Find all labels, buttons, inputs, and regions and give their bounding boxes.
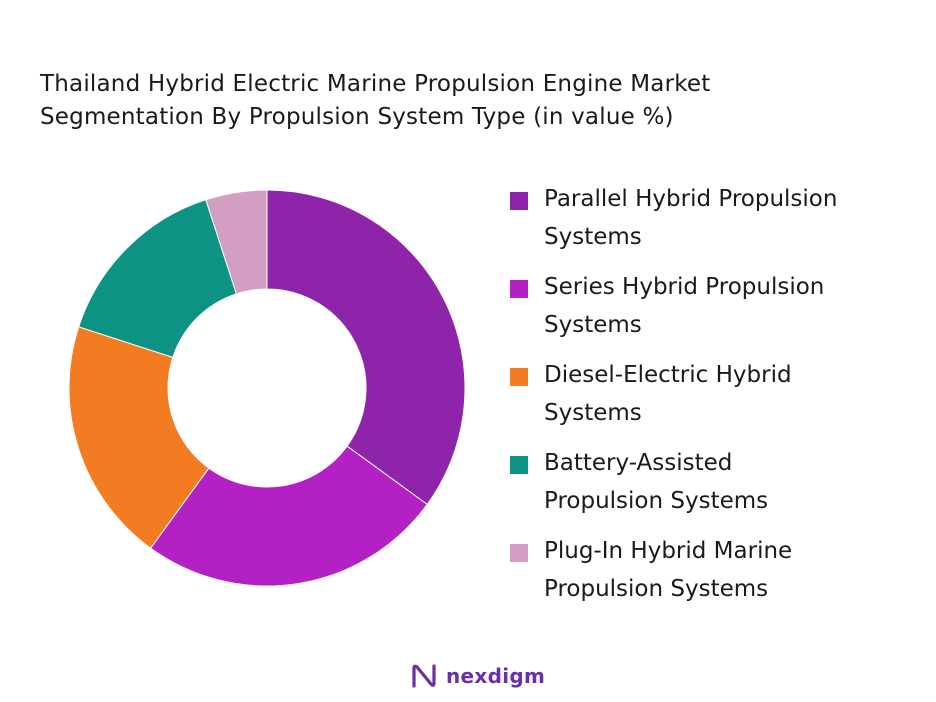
legend-label-line-2: Systems xyxy=(544,312,642,338)
legend-label-line-2: Propulsion Systems xyxy=(544,576,769,602)
legend-swatch xyxy=(510,456,528,474)
legend-item-plug-in-hybrid: Plug-In Hybrid Marine Propulsion Systems xyxy=(510,532,920,620)
legend-label-line-1: Battery-Assisted xyxy=(544,450,733,476)
donut-slice-2 xyxy=(149,445,428,587)
donut-slice-1 xyxy=(266,189,466,506)
donut-slice-5 xyxy=(205,189,268,295)
chart-title-line-2: Segmentation By Propulsion System Type (… xyxy=(40,104,674,130)
legend-swatch xyxy=(510,192,528,210)
donut-slice-3 xyxy=(68,326,210,549)
legend-label-line-1: Diesel-Electric Hybrid xyxy=(544,362,792,388)
legend-label: Diesel-Electric Hybrid Systems xyxy=(544,356,914,432)
legend-label-line-1: Parallel Hybrid Propulsion xyxy=(544,186,838,212)
legend-label-line-2: Systems xyxy=(544,224,642,250)
legend-label: Parallel Hybrid Propulsion Systems xyxy=(544,180,914,256)
legend-label-line-2: Propulsion Systems xyxy=(544,488,769,514)
legend-label-line-1: Series Hybrid Propulsion xyxy=(544,274,825,300)
chart-title: Thailand Hybrid Electric Marine Propulsi… xyxy=(40,68,900,134)
chart-legend: Parallel Hybrid Propulsion Systems Serie… xyxy=(510,180,920,620)
legend-label: Plug-In Hybrid Marine Propulsion Systems xyxy=(544,532,914,608)
brand-logo: nexdigm xyxy=(410,660,545,692)
legend-item-series-hybrid: Series Hybrid Propulsion Systems xyxy=(510,268,920,356)
legend-swatch xyxy=(510,280,528,298)
legend-label: Series Hybrid Propulsion Systems xyxy=(544,268,914,344)
nexdigm-logo-icon xyxy=(412,664,436,688)
legend-swatch xyxy=(510,368,528,386)
brand-name: nexdigm xyxy=(446,664,546,688)
legend-label: Battery-Assisted Propulsion Systems xyxy=(544,444,914,520)
legend-swatch xyxy=(510,544,528,562)
chart-title-line-1: Thailand Hybrid Electric Marine Propulsi… xyxy=(40,71,711,97)
donut-chart xyxy=(68,189,466,587)
legend-item-parallel-hybrid: Parallel Hybrid Propulsion Systems xyxy=(510,180,920,268)
legend-item-battery-assisted: Battery-Assisted Propulsion Systems xyxy=(510,444,920,532)
legend-item-diesel-electric: Diesel-Electric Hybrid Systems xyxy=(510,356,920,444)
legend-label-line-1: Plug-In Hybrid Marine xyxy=(544,538,793,564)
donut-slice-4 xyxy=(78,199,238,359)
legend-label-line-2: Systems xyxy=(544,400,642,426)
